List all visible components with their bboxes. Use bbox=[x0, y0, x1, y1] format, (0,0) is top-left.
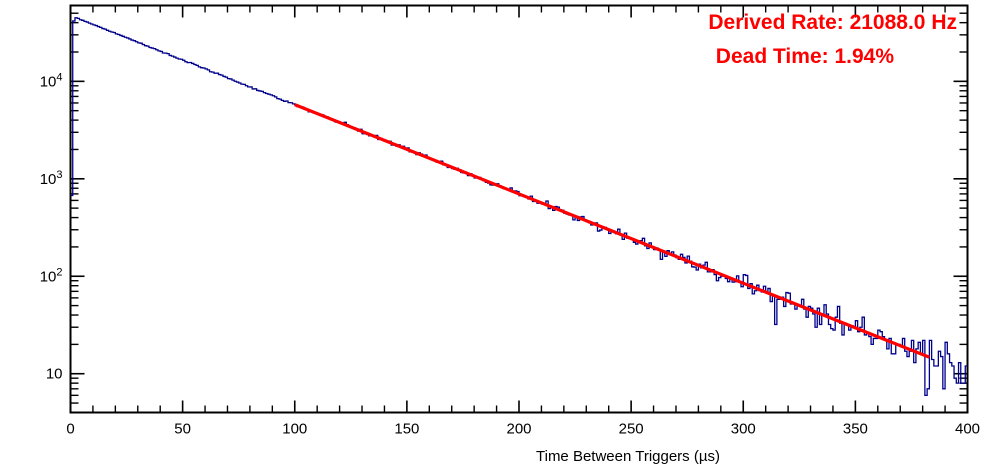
x-axis-tick-labels: 0 50 100 150 200 250 300 350 400 bbox=[66, 421, 980, 438]
x-tick-label: 150 bbox=[394, 421, 419, 438]
histogram-trace bbox=[70, 17, 968, 396]
x-tick-label: 400 bbox=[955, 421, 980, 438]
y-axis-ticks bbox=[70, 4, 968, 414]
x-tick-label: 250 bbox=[619, 421, 644, 438]
x-axis-ticks bbox=[69, 5, 969, 413]
derived-rate-annotation: Derived Rate: 21088.0 Hz bbox=[708, 11, 957, 34]
y-tick-label: 10 bbox=[46, 366, 63, 383]
x-tick-label: 350 bbox=[843, 421, 868, 438]
y-axis-tick-labels: 10 102 103 104 bbox=[40, 71, 63, 382]
x-tick-label: 300 bbox=[731, 421, 756, 438]
y-tick-label: 102 bbox=[40, 266, 63, 285]
exponential-fit-line bbox=[294, 103, 930, 359]
y-tick-label: 104 bbox=[40, 71, 63, 90]
x-tick-label: 200 bbox=[506, 421, 531, 438]
y-tick-label: 103 bbox=[40, 169, 63, 188]
x-tick-label: 0 bbox=[66, 421, 74, 438]
x-tick-label: 50 bbox=[174, 421, 191, 438]
x-axis-title: Time Between Triggers (µs) bbox=[536, 448, 720, 465]
dead-time-annotation: Dead Time: 1.94% bbox=[716, 45, 895, 68]
x-tick-label: 100 bbox=[282, 421, 307, 438]
